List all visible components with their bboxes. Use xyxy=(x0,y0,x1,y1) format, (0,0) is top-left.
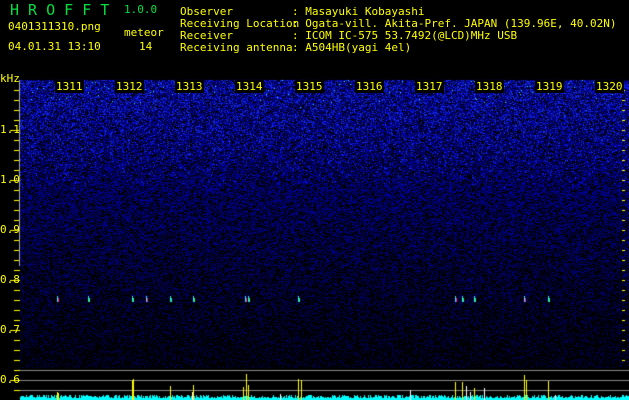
x-tick-label: 1312 xyxy=(115,80,144,93)
app-title: H R O F F T xyxy=(10,1,110,19)
file-name: 0401311310.png xyxy=(8,20,101,33)
y-tick-label: 0.7 xyxy=(0,323,20,336)
y-tick-label: 1.1 xyxy=(0,123,20,136)
meteor-label: meteor xyxy=(124,26,164,39)
y-tick-label: 0.9 xyxy=(0,223,20,236)
x-tick-label: 1311 xyxy=(55,80,84,93)
info-label: Receiving antenna xyxy=(180,41,293,54)
info-label: Receiving Location xyxy=(180,17,300,30)
app-version: 1.0.0 xyxy=(124,3,158,16)
x-tick-label: 1315 xyxy=(295,80,324,93)
y-tick-label: 0.6 xyxy=(0,373,20,386)
info-value: : ICOM IC-575 53.7492(@LCD)MHz USB xyxy=(292,29,518,42)
info-value: : Masayuki Kobayashi xyxy=(292,5,425,18)
meteor-count: 14 xyxy=(139,40,153,53)
y-unit-label: kHz xyxy=(0,72,20,85)
info-label: Observer xyxy=(180,5,233,18)
info-value: : A504HB(yagi 4el) xyxy=(292,41,412,54)
x-tick-label: 1318 xyxy=(475,80,504,93)
x-tick-label: 1319 xyxy=(535,80,564,93)
x-tick-label: 1316 xyxy=(355,80,384,93)
y-tick-label: 0.8 xyxy=(0,273,20,286)
y-tick-label: 1.0 xyxy=(0,173,20,186)
x-tick-label: 1314 xyxy=(235,80,264,93)
info-label: Receiver xyxy=(180,29,233,42)
x-tick-label: 1320 xyxy=(595,80,624,93)
x-tick-label: 1317 xyxy=(415,80,444,93)
datetime: 04.01.31 13:10 xyxy=(8,40,101,53)
x-tick-label: 1313 xyxy=(175,80,204,93)
info-value: : Ogata-vill. Akita-Pref. JAPAN (139.96E… xyxy=(292,17,617,30)
